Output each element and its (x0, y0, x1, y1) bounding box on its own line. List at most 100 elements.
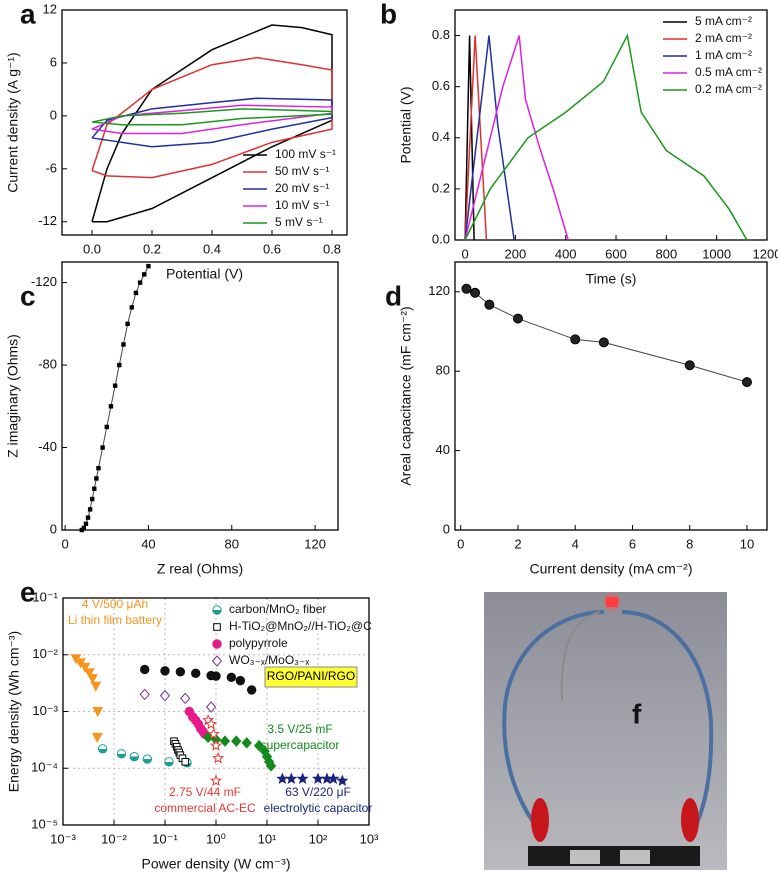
annotation: 4 V/500 μAh (82, 597, 148, 611)
y-tick-label: -120 (31, 274, 57, 289)
annotation: commercial AC-EC (154, 801, 256, 815)
marker (142, 754, 153, 764)
annotation: Li thin film battery (68, 613, 162, 627)
legend-label: H-TiO₂@MnO₂//H-TiO₂@C (229, 619, 372, 633)
panel-letter: a (20, 0, 36, 29)
marker (139, 688, 150, 701)
marker (213, 623, 221, 631)
marker (117, 362, 122, 368)
plot-frame (61, 9, 348, 236)
x-tick-label: 4 (572, 536, 579, 551)
marker (92, 707, 104, 718)
y-tick-label: 10⁻³ (32, 703, 58, 718)
legend-label: 2 mA cm⁻² (695, 31, 752, 45)
marker (276, 772, 289, 784)
x-tick-label: 10¹ (258, 831, 277, 846)
marker (137, 280, 143, 285)
series-line (464, 35, 515, 241)
panel-letter: e (20, 576, 36, 607)
marker (94, 476, 99, 481)
marker (92, 486, 97, 491)
panel: 10⁻³ 10⁻² 10⁻¹ 10⁰ 10¹ 10² 10³ 10⁻⁵ 10⁻⁴ 10⁻³ 10⁻²… (6, 589, 379, 871)
marker (327, 772, 340, 784)
series-line (464, 33, 748, 241)
legend-label: 5 mA cm⁻² (695, 14, 752, 28)
marker (246, 685, 257, 695)
x-tick-label: 8 (686, 536, 693, 551)
annotation: supercapacitor (261, 738, 340, 752)
marker (226, 672, 237, 683)
marker (461, 283, 472, 294)
legend-label: 0.5 mA cm⁻² (695, 65, 762, 79)
marker (311, 772, 325, 784)
y-tick-label: 0.0 (432, 231, 450, 246)
x-tick-label: 10⁻² (101, 831, 127, 846)
marker (684, 360, 695, 371)
x-tick-label: 10³ (360, 831, 379, 846)
marker (87, 674, 98, 685)
marker (97, 744, 108, 754)
y-tick-label: 0.2 (432, 180, 450, 195)
x-axis-label: Power density (W cm⁻³) (142, 856, 291, 872)
marker (164, 757, 174, 767)
legend-label: 0.2 mA cm⁻² (695, 82, 762, 96)
marker (212, 751, 225, 764)
x-tick-label: 10 (740, 536, 754, 551)
marker (512, 313, 523, 324)
series-line (466, 288, 748, 383)
marker (104, 424, 109, 430)
marker (121, 342, 126, 347)
y-axis-label: Current density (A g⁻¹) (5, 52, 21, 192)
y-tick-label: 80 (436, 363, 450, 378)
led-glow (603, 593, 621, 611)
y-axis-label: Energy density (Wh cm⁻³) (6, 631, 22, 792)
wire (621, 610, 714, 838)
x-tick-label: 0.0 (83, 241, 101, 256)
marker (205, 717, 218, 730)
y-tick-label: 10⁻⁵ (31, 816, 58, 831)
marker (84, 668, 95, 679)
x-axis-label: Time (s) (586, 271, 637, 287)
x-tick-label: 10² (309, 831, 328, 846)
panel: 0.0 0.2 0.4 0.6 0.8 -12 -6 0 6 12 Potential (V) Cur… (5, 1, 348, 282)
legend-label: 10 mV s⁻¹ (275, 198, 329, 212)
marker (219, 735, 231, 747)
marker (212, 605, 222, 615)
binder-clip (570, 850, 600, 864)
x-tick-label: 1200 (753, 246, 778, 261)
x-tick-label: 0.8 (323, 241, 341, 256)
legend-label: 5 mV s⁻¹ (275, 215, 323, 229)
series-line (464, 35, 569, 241)
marker (212, 639, 222, 649)
marker (336, 774, 349, 786)
wire (560, 611, 601, 701)
y-tick-label: 0 (50, 107, 57, 122)
marker (100, 445, 105, 450)
marker (209, 774, 223, 786)
marker (470, 287, 481, 298)
marker (90, 496, 95, 502)
y-tick-label: 0.6 (432, 78, 450, 93)
led (606, 597, 618, 607)
legend-label: 1 mA cm⁻² (695, 48, 752, 62)
marker (142, 272, 147, 277)
marker (140, 664, 150, 675)
marker (209, 739, 223, 751)
marker (108, 404, 114, 409)
annotation: RGO/PANI/RGO (267, 669, 355, 683)
y-tick-label: 12 (43, 1, 57, 16)
marker (160, 666, 170, 676)
marker (265, 760, 277, 772)
y-tick-label: 0 (50, 521, 57, 536)
marker (79, 662, 91, 673)
marker (129, 751, 139, 762)
x-tick-label: 200 (505, 246, 527, 261)
wire (502, 610, 605, 834)
marker (125, 321, 130, 327)
x-tick-label: 10⁰ (206, 831, 226, 846)
annotation: electrolytic capacitor (264, 801, 373, 815)
marker (570, 334, 581, 345)
marker (116, 749, 127, 759)
x-tick-label: 6 (629, 536, 636, 551)
